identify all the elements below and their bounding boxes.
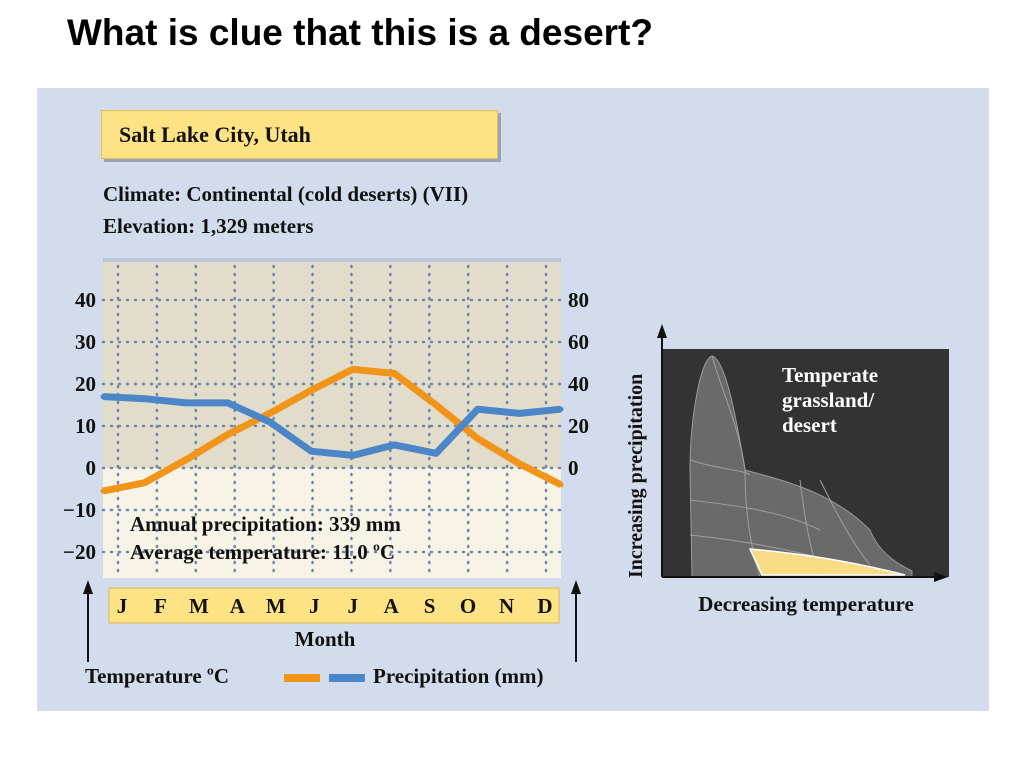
right-axis-ticks: 80 60 40 20 0 <box>568 288 589 480</box>
annual-precipitation-label: Annual precipitation: 339 mm <box>130 512 401 536</box>
right-axis-tick: 20 <box>568 414 589 438</box>
data-point <box>267 410 273 416</box>
month-band <box>108 587 560 624</box>
left-axis-tick: 0 <box>86 456 97 480</box>
data-point <box>350 452 356 458</box>
month-label: J <box>117 594 128 618</box>
month-label: A <box>230 594 246 618</box>
data-point <box>516 410 522 416</box>
biome-label: Temperate grassland/ desert <box>782 363 883 437</box>
legend-temperature-label: Temperature ºC <box>85 664 229 688</box>
average-temperature-label: Average temperature: 11.0 ºC <box>130 540 395 564</box>
left-axis-tick: 30 <box>75 330 96 354</box>
plot-upper-band <box>103 258 561 468</box>
left-axis-tick: −10 <box>63 498 96 522</box>
left-axis-tick: 10 <box>75 414 96 438</box>
x-axis-label: Month <box>295 627 356 651</box>
biome-x-axis <box>662 572 948 582</box>
month-label: M <box>266 594 286 618</box>
data-point <box>142 396 148 402</box>
right-axis-tick: 0 <box>568 456 579 480</box>
plot-lower-band <box>103 468 561 578</box>
biome-x-label: Decreasing temperature <box>698 592 914 616</box>
climate-label: Climate: Continental (cold deserts) (VII… <box>103 182 469 206</box>
data-point <box>100 394 106 400</box>
right-axis-tick: 80 <box>568 288 589 312</box>
right-axis-tick: 60 <box>568 330 589 354</box>
month-label: O <box>460 594 476 618</box>
legend-temperature-swatch <box>284 674 320 682</box>
month-label: F <box>154 594 167 618</box>
data-point <box>100 488 106 494</box>
left-axis-tick: 20 <box>75 372 96 396</box>
month-label: J <box>309 594 320 618</box>
data-point <box>183 457 189 463</box>
legend-precipitation-swatch <box>329 674 365 682</box>
month-label: J <box>347 594 358 618</box>
month-label: N <box>499 594 514 618</box>
data-point <box>308 387 314 393</box>
legend-precipitation-label: Precipitation (mm) <box>373 664 544 688</box>
month-label: S <box>424 594 436 618</box>
data-point <box>516 461 522 467</box>
series-line-precipitation <box>102 393 562 459</box>
plot-top-edge <box>103 258 561 262</box>
slide-title: What is clue that this is a desert? <box>67 12 653 53</box>
station-name: Salt Lake City, Utah <box>119 122 311 147</box>
month-label: A <box>384 594 400 618</box>
left-axis-tick: 40 <box>75 288 96 312</box>
data-point <box>225 431 231 437</box>
station-name-box: Salt Lake City, Utah <box>101 110 498 159</box>
data-point <box>475 406 481 412</box>
left-axis-tick: −20 <box>63 540 96 564</box>
data-point <box>142 480 148 486</box>
data-point <box>350 366 356 372</box>
data-point <box>433 450 439 456</box>
data-point <box>391 442 397 448</box>
biome-boundaries <box>689 355 871 578</box>
data-point <box>391 371 397 376</box>
left-axis-ticks: 40 30 20 10 0 −10 −20 <box>63 288 96 564</box>
left-axis-arrow <box>83 580 93 662</box>
month-label: M <box>189 594 209 618</box>
data-point <box>558 482 564 488</box>
data-point <box>558 406 564 412</box>
biome-highlight <box>748 548 906 576</box>
data-point <box>308 448 314 454</box>
series-lines <box>100 365 564 495</box>
month-label: D <box>537 594 552 618</box>
biome-y-axis <box>657 324 667 577</box>
data-point <box>433 402 439 408</box>
series-line-temperature <box>102 365 563 495</box>
biome-y-label: Increasing precipitation <box>625 374 647 578</box>
data-point <box>183 400 189 406</box>
data-point <box>225 400 231 406</box>
right-axis-tick: 40 <box>568 372 589 396</box>
data-point <box>475 436 481 442</box>
elevation-label: Elevation: 1,329 meters <box>103 214 314 238</box>
right-axis-arrow <box>571 580 581 662</box>
data-point <box>267 419 273 425</box>
